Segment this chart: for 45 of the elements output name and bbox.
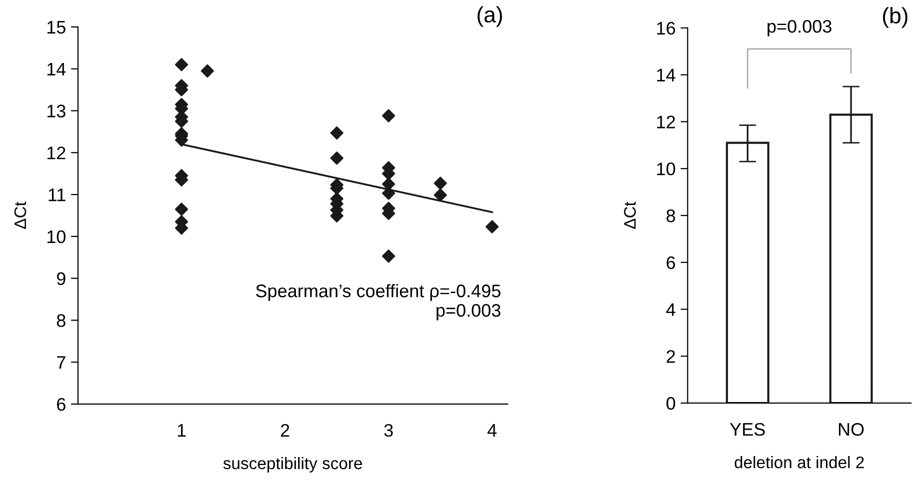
point (382, 177, 396, 191)
y-tick-label: 6 (666, 256, 676, 270)
x-tick-label: 2 (280, 424, 290, 437)
x-tick-label: 1 (178, 424, 186, 437)
y-tick-label: 16 (657, 22, 676, 35)
point (434, 188, 447, 202)
point (434, 176, 447, 190)
y-tick-label: 11 (48, 188, 66, 202)
point (382, 186, 396, 200)
y-axis-title: ΔCt (624, 202, 636, 229)
y-tick-label: 6 (57, 398, 66, 411)
y-axis-title: ΔCt (14, 202, 26, 229)
y-tick-label: 2 (666, 350, 675, 363)
point (330, 151, 344, 165)
point (174, 58, 188, 72)
y-tick-label: 10 (47, 230, 66, 244)
chart-title: (a) (478, 6, 502, 27)
annotation: Spearman’s coeffient ρ=-0.495 p=0.003 (256, 284, 500, 320)
y-tick-label: 14 (47, 62, 66, 76)
annotation: p=0.003 (768, 20, 832, 36)
y-tick-label: 8 (56, 314, 66, 327)
y-tick-label: 7 (57, 356, 66, 369)
chart-title: (b) (882, 7, 908, 28)
point (200, 64, 214, 78)
point (382, 109, 396, 122)
x-tick-label: NO (838, 423, 864, 436)
y-tick-label: 12 (657, 116, 675, 128)
y-tick-label: 0 (666, 397, 676, 410)
y-tick-label: 10 (657, 162, 676, 176)
point (486, 220, 499, 234)
y-tick-label: 14 (657, 68, 676, 82)
x-tick-label: 3 (384, 424, 393, 437)
y-tick-label: 4 (666, 303, 676, 316)
x-axis-title: susceptibility score (223, 456, 362, 473)
x-axis-title: deletion at indel 2 (734, 456, 864, 468)
point (330, 126, 344, 140)
y-tick-label: 12 (47, 146, 66, 160)
y-tick-label: 15 (47, 21, 66, 34)
y-tick-label: 8 (666, 209, 676, 222)
point (382, 250, 396, 263)
point (174, 202, 188, 216)
x-tick-label: 4 (488, 424, 497, 437)
y-tick-label: 9 (56, 272, 66, 286)
x-tick-label: YES (730, 423, 765, 436)
y-tick-label: 13 (47, 104, 66, 118)
